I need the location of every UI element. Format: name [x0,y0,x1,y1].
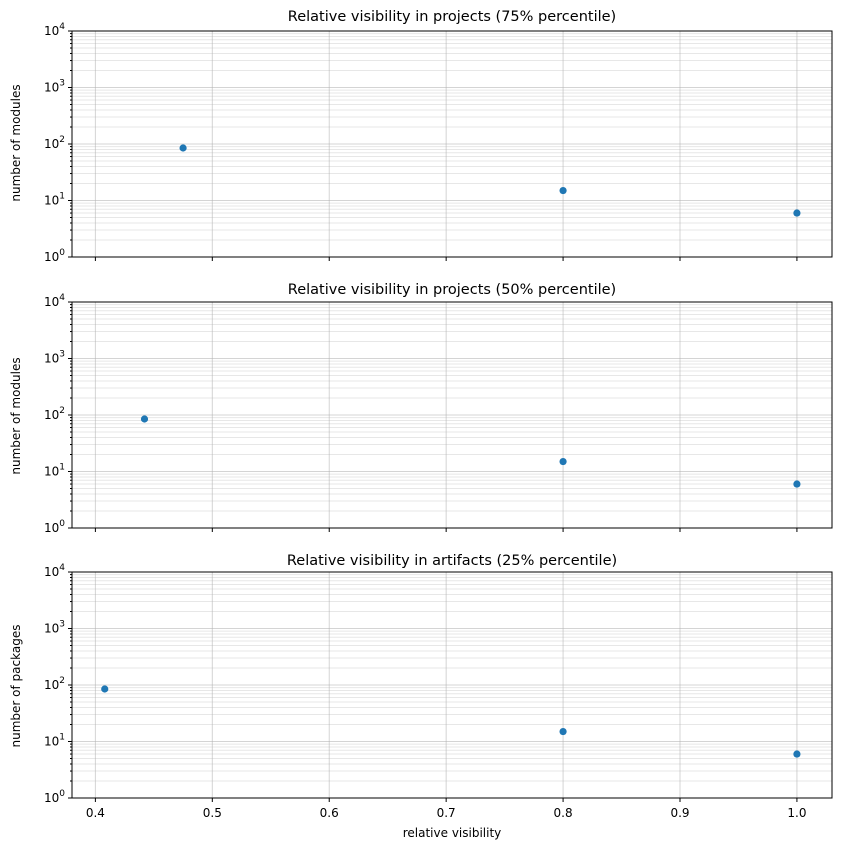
y-tick-label: 101 [44,463,65,479]
grid [70,301,832,529]
subplot-artifacts-25: Relative visibility in artifacts (25% pe… [9,553,833,840]
scatter-series [140,415,801,488]
data-point [559,457,567,466]
data-point [793,209,801,217]
y-tick-label: 104 [44,22,65,38]
data-point [559,186,567,195]
x-tick-label: 0.4 [86,806,105,820]
y-tick-label: 103 [44,350,65,366]
scatter-series [101,685,801,758]
x-tick-label: 0.9 [670,806,689,820]
subplot-title: Relative visibility in projects (75% per… [288,9,616,25]
grid [70,30,832,258]
data-point [140,415,149,423]
y-tick-label: 104 [44,563,65,579]
x-tick-label: 1.0 [787,806,806,820]
y-tick-label: 101 [44,733,65,749]
data-point [179,144,187,152]
x-tick-label: 0.6 [320,806,339,820]
y-axis-label: number of modules [9,84,23,201]
y-tick-label: 102 [44,406,65,422]
data-point [101,685,109,693]
y-tick-label: 100 [44,789,65,805]
scatter-series [179,144,801,217]
x-tick-label: 0.7 [437,806,456,820]
y-tick-label: 104 [44,293,65,309]
y-tick-label: 103 [44,79,65,95]
subplot-projects-50: Relative visibility in projects (50% per… [9,282,833,535]
x-tick-label: 0.5 [203,806,222,820]
y-tick-label: 102 [44,135,65,151]
data-point [793,480,801,488]
subplot-projects-75: Relative visibility in projects (75% per… [9,9,833,264]
subplot-title: Relative visibility in projects (50% per… [288,282,616,298]
y-axis-label: number of packages [9,625,23,748]
x-tick-label: 0.8 [554,806,573,820]
y-tick-label: 100 [44,519,65,535]
y-tick-label: 100 [44,248,65,264]
y-tick-label: 102 [44,676,65,692]
data-point [793,750,801,758]
y-tick-label: 101 [44,192,65,208]
grid [70,571,832,799]
x-axis-label: relative visibility [403,826,502,840]
y-tick-label: 103 [44,620,65,636]
data-point [559,727,567,736]
y-axis-label: number of modules [9,357,23,474]
subplot-title: Relative visibility in artifacts (25% pe… [287,553,617,569]
